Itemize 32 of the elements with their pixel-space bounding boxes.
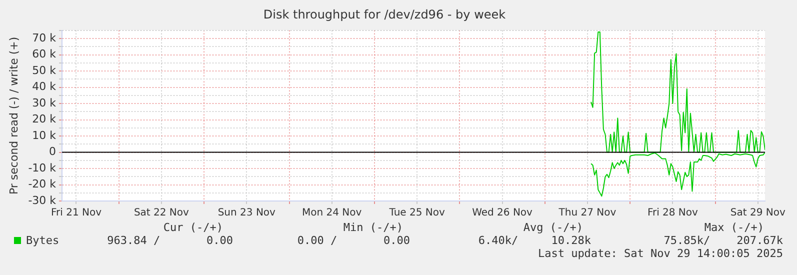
y-tick-label: 60 k [32, 48, 57, 61]
x-tick-label: Sat 22 Nov [134, 208, 190, 219]
legend-label: Bytes [26, 234, 60, 247]
text: 6.40k/ 10.28k [478, 234, 591, 247]
text: Max (-/+) [704, 221, 764, 234]
y-tick-label: 30 k [32, 96, 57, 110]
text: Min (-/+) [343, 221, 403, 234]
y-tick-label: 10 k [32, 128, 57, 142]
x-tick-label: Sun 23 Nov [218, 208, 276, 219]
y-tick-label: 40 k [32, 80, 57, 94]
x-tick-label: Fri 28 Nov [647, 208, 698, 219]
text: Last update: Sat Nov 29 14:00:05 2025 [538, 247, 783, 260]
y-axis-title: Pr second read (-) / write (+) [7, 36, 20, 195]
text: Cur (-/+) [163, 221, 223, 234]
x-tick-label: Fri 21 Nov [50, 208, 102, 219]
y-tick-label: 0 [49, 145, 56, 158]
text: Avg (-/+) [523, 221, 583, 234]
text: 963.84 / 0.00 [107, 234, 233, 247]
x-tick-label: Wed 26 Nov [472, 208, 533, 219]
y-tick-label: -30 k [28, 194, 57, 207]
x-tick-label: Sat 29 Nov [730, 208, 786, 219]
x-tick-label: Tue 25 Nov [388, 208, 445, 219]
text: 75.85k/ 207.67k [664, 234, 783, 247]
y-tick-label: -10 k [28, 161, 57, 174]
y-tick-label: -20 k [28, 178, 57, 191]
y-tick-label: 50 k [32, 64, 57, 77]
y-tick-label: 70 k [32, 31, 57, 44]
text: 0.00 / 0.00 [297, 234, 410, 247]
x-tick-label: Mon 24 Nov [302, 208, 362, 219]
x-tick-label: Thu 27 Nov [558, 208, 616, 219]
chart-title: Disk throughput for /dev/zd96 - by week [263, 7, 506, 22]
y-tick-label: 20 k [32, 112, 57, 126]
